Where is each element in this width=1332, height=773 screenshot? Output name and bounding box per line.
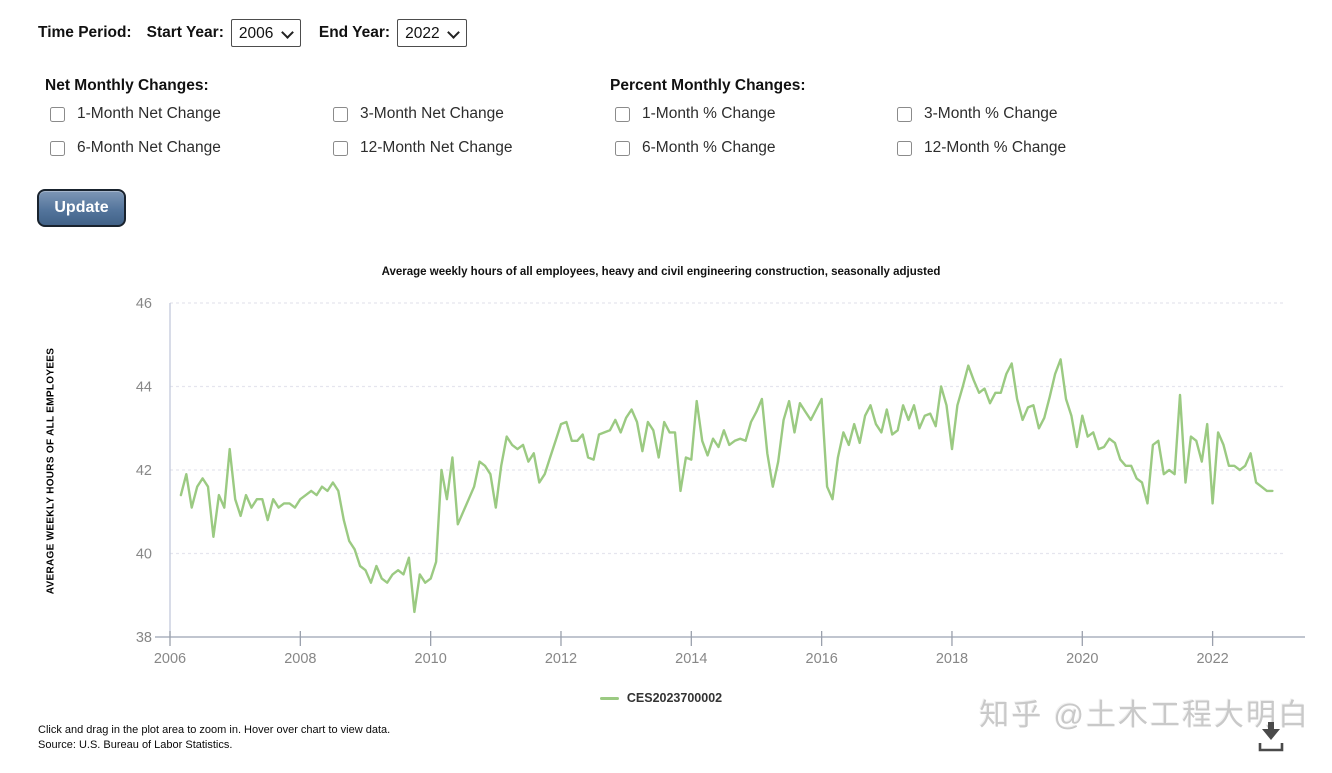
- x-tick-label: 2020: [1066, 651, 1098, 667]
- checkbox-label: 12-Month Net Change: [360, 139, 513, 156]
- checkbox-label: 6-Month % Change: [642, 139, 776, 156]
- checkbox-label: 1-Month Net Change: [77, 105, 221, 122]
- x-tick-label: 2016: [806, 651, 838, 667]
- net-monthly-changes-header: Net Monthly Changes:: [45, 77, 209, 94]
- checkbox-label: 6-Month Net Change: [77, 139, 221, 156]
- legend-line-swatch: [599, 696, 619, 700]
- download-icon[interactable]: [1253, 719, 1289, 759]
- start-year-select-wrap: 2006: [230, 19, 301, 47]
- checkbox-6-month-pct-change[interactable]: [615, 140, 630, 156]
- legend-item-series[interactable]: CES2023700002: [0, 691, 1322, 705]
- end-year-select-wrap: 2022: [397, 19, 468, 47]
- checkbox-3-month-pct-change[interactable]: [897, 106, 912, 122]
- legend-label: CES2023700002: [626, 691, 723, 705]
- checkbox-1-month-net-change[interactable]: [50, 106, 65, 122]
- x-tick-label: 2012: [545, 651, 577, 667]
- checkbox-label: 3-Month % Change: [924, 105, 1058, 122]
- start-year-label: Start Year:: [146, 24, 224, 41]
- checkbox-label: 1-Month % Change: [642, 105, 776, 122]
- checkbox-row-6-month-pct-change[interactable]: 6-Month % Change: [615, 139, 776, 157]
- checkbox-row-6-month-net-change[interactable]: 6-Month Net Change: [50, 139, 221, 157]
- x-tick-label: 2010: [415, 651, 447, 667]
- checkbox-1-month-pct-change[interactable]: [615, 106, 630, 122]
- time-period-row: Time Period: Start Year: 2006 End Year: …: [38, 19, 485, 47]
- checkbox-12-month-pct-change[interactable]: [897, 140, 912, 156]
- checkbox-row-3-month-net-change[interactable]: 3-Month Net Change: [333, 105, 504, 123]
- x-tick-label: 2006: [154, 651, 186, 667]
- percent-monthly-changes-header: Percent Monthly Changes:: [610, 77, 806, 94]
- start-year-select[interactable]: 2006: [230, 19, 301, 47]
- checkbox-12-month-net-change[interactable]: [333, 140, 348, 156]
- x-tick-label: 2008: [284, 651, 316, 667]
- time-period-label: Time Period:: [38, 24, 132, 41]
- source-text: Source: U.S. Bureau of Labor Statistics.: [38, 739, 233, 751]
- x-tick-label: 2014: [675, 651, 707, 667]
- checkbox-3-month-net-change[interactable]: [333, 106, 348, 122]
- x-tick-label: 2018: [936, 651, 968, 667]
- checkbox-row-1-month-net-change[interactable]: 1-Month Net Change: [50, 105, 221, 123]
- end-year-label: End Year:: [318, 24, 391, 41]
- y-tick-label: 40: [136, 547, 152, 563]
- checkbox-row-3-month-pct-change[interactable]: 3-Month % Change: [897, 105, 1058, 123]
- checkbox-row-12-month-pct-change[interactable]: 12-Month % Change: [897, 139, 1066, 157]
- plot-area[interactable]: [170, 303, 1283, 637]
- checkbox-row-1-month-pct-change[interactable]: 1-Month % Change: [615, 105, 776, 123]
- y-tick-label: 38: [136, 630, 152, 646]
- series-line-ces2023700002: [179, 358, 1274, 614]
- watermark-text: 知乎 @土木工程大明白: [979, 699, 1310, 732]
- y-tick-label: 46: [136, 296, 152, 312]
- update-button[interactable]: Update: [37, 189, 126, 227]
- checkbox-row-12-month-net-change[interactable]: 12-Month Net Change: [333, 139, 513, 157]
- checkbox-label: 12-Month % Change: [924, 139, 1067, 156]
- x-tick-label: 2022: [1196, 651, 1228, 667]
- checkbox-6-month-net-change[interactable]: [50, 140, 65, 156]
- zoom-hint-text: Click and drag in the plot area to zoom …: [38, 724, 391, 736]
- end-year-select[interactable]: 2022: [397, 19, 468, 47]
- checkbox-label: 3-Month Net Change: [360, 105, 504, 122]
- y-tick-label: 42: [136, 463, 152, 479]
- chart-title: Average weekly hours of all employees, h…: [381, 266, 941, 278]
- y-tick-label: 44: [136, 380, 152, 396]
